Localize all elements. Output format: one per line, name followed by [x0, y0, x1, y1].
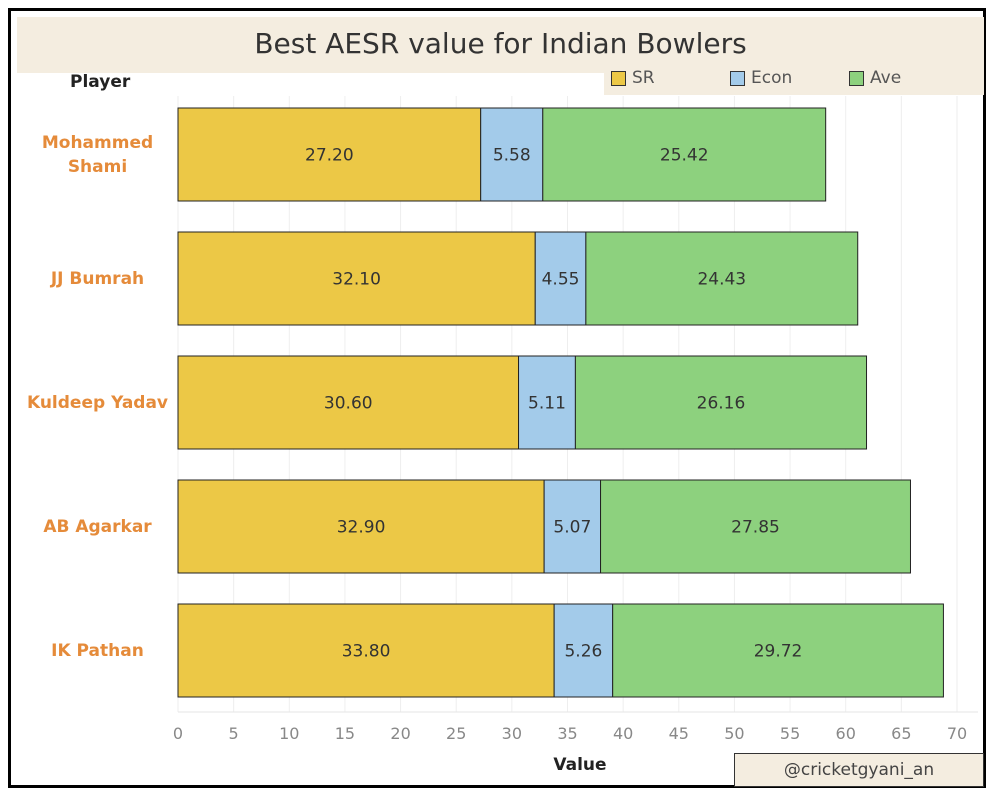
bar-label-mohammed-shami-sr: 27.20: [305, 146, 354, 166]
x-tick-0: 0: [173, 724, 183, 743]
chart-title: Best AESR value for Indian Bowlers: [254, 27, 747, 60]
bar-kuldeep-yadav-ave: [574, 355, 868, 450]
legend-label-econ: Econ: [751, 68, 793, 88]
player-label-line: IK Pathan: [51, 640, 144, 661]
bar-ab-agarkar-ave: [600, 479, 911, 574]
x-tick-50: 50: [724, 724, 744, 743]
y-axis-title: Player: [70, 72, 131, 92]
legend-swatch-ave: [849, 70, 864, 86]
x-axis-title: Value: [553, 755, 607, 775]
x-tick-20: 20: [390, 724, 410, 743]
bar-kuldeep-yadav-sr: [177, 355, 520, 450]
legend-item-ave: Ave: [849, 67, 901, 89]
legend-item-sr: SR: [611, 67, 655, 89]
x-tick-65: 65: [891, 724, 911, 743]
bar-label-jj-bumrah-ave: 24.43: [697, 270, 746, 290]
legend-label-sr: SR: [632, 68, 655, 88]
bar-label-kuldeep-yadav-sr: 30.60: [324, 394, 373, 414]
bar-mohammed-shami-ave: [542, 107, 827, 202]
legend-swatch-econ: [730, 70, 745, 86]
bar-label-jj-bumrah-econ: 4.55: [542, 270, 580, 290]
bar-label-ik-pathan-econ: 5.26: [564, 642, 602, 662]
player-label-jj-bumrah: JJ Bumrah: [20, 267, 175, 291]
bar-ik-pathan-ave: [612, 603, 944, 698]
bar-kuldeep-yadav-econ: [518, 355, 576, 450]
player-label-mohammed-shami: Mohammed Shami: [20, 131, 175, 179]
x-tick-25: 25: [446, 724, 466, 743]
x-tick-40: 40: [613, 724, 633, 743]
x-tick-10: 10: [279, 724, 299, 743]
player-label-line: AB Agarkar: [43, 516, 152, 537]
x-tick-60: 60: [836, 724, 856, 743]
bar-label-ik-pathan-sr: 33.80: [342, 642, 391, 662]
bar-ik-pathan-econ: [553, 603, 614, 698]
x-tick-35: 35: [557, 724, 577, 743]
x-tick-55: 55: [780, 724, 800, 743]
bar-jj-bumrah-econ: [534, 231, 587, 326]
player-label-line: Shami: [67, 156, 128, 177]
bar-jj-bumrah-ave: [585, 231, 859, 326]
player-label-ab-agarkar: AB Agarkar: [20, 515, 175, 539]
x-tick-5: 5: [229, 724, 239, 743]
x-tick-45: 45: [669, 724, 689, 743]
bar-label-kuldeep-yadav-ave: 26.16: [697, 394, 746, 414]
x-tick-30: 30: [502, 724, 522, 743]
bar-label-jj-bumrah-sr: 32.10: [332, 270, 381, 290]
legend-item-econ: Econ: [730, 67, 792, 89]
x-tick-15: 15: [335, 724, 355, 743]
bar-label-kuldeep-yadav-econ: 5.11: [528, 394, 566, 414]
bar-mohammed-shami-sr: [177, 107, 482, 202]
player-label-ik-pathan: IK Pathan: [20, 639, 175, 663]
bar-ab-agarkar-sr: [177, 479, 545, 574]
legend-label-ave: Ave: [870, 68, 902, 88]
bar-label-ab-agarkar-econ: 5.07: [553, 518, 591, 538]
x-tick-70: 70: [947, 724, 967, 743]
watermark: @cricketgyani_an: [734, 753, 984, 787]
bar-label-mohammed-shami-ave: 25.42: [660, 146, 709, 166]
legend: [604, 62, 984, 95]
player-label-line: Kuldeep Yadav: [26, 392, 169, 413]
legend-swatch-sr: [611, 70, 626, 86]
bar-label-ik-pathan-ave: 29.72: [754, 642, 803, 662]
bar-label-mohammed-shami-econ: 5.58: [493, 146, 531, 166]
bar-ik-pathan-sr: [177, 603, 555, 698]
bar-ab-agarkar-econ: [543, 479, 602, 574]
bar-label-ab-agarkar-ave: 27.85: [731, 518, 780, 538]
player-label-line: Mohammed: [41, 132, 154, 153]
player-label-kuldeep-yadav: Kuldeep Yadav: [20, 391, 175, 415]
player-label-line: JJ Bumrah: [50, 268, 145, 289]
bar-label-ab-agarkar-sr: 32.90: [337, 518, 386, 538]
bar-mohammed-shami-econ: [480, 107, 544, 202]
bar-jj-bumrah-sr: [177, 231, 536, 326]
